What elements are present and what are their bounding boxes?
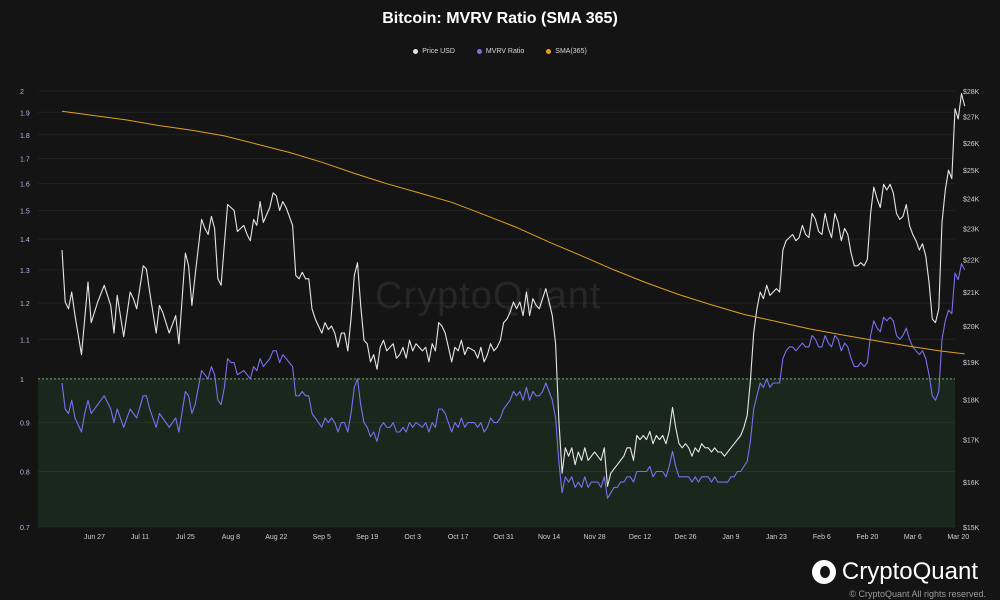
y-left-tick-5: 1.2 <box>20 301 30 308</box>
copyright-text: © CryptoQuant All rights reserved. <box>849 589 986 599</box>
x-tick-9: Oct 31 <box>493 534 514 541</box>
y-left-tick-7: 1.4 <box>20 237 30 244</box>
legend-dot-sma <box>546 49 552 54</box>
y-left-tick-8: 1.5 <box>20 208 30 215</box>
series-line-sma-365 <box>61 110 965 355</box>
watermark-text: CryptoQuant <box>375 275 602 317</box>
x-tick-15: Jan 23 <box>766 534 787 541</box>
y-right-tick-3: $18K <box>963 398 980 405</box>
x-tick-12: Dec 12 <box>629 534 651 541</box>
legend-dot-price <box>413 49 419 54</box>
y-right-tick-13: $28K <box>963 89 980 96</box>
x-tick-17: Feb 20 <box>856 534 878 541</box>
y-left-tick-11: 1.8 <box>20 133 30 140</box>
series-line-mvrv-ratio <box>61 263 966 499</box>
y-right-tick-2: $17K <box>963 438 980 445</box>
cryptoquant-logo-icon <box>811 560 836 584</box>
y-left-tick-10: 1.7 <box>20 156 30 163</box>
y-left-tick-0: 0.7 <box>20 525 30 532</box>
y-left-tick-3: 1 <box>20 377 24 384</box>
x-tick-6: Sep 19 <box>356 534 378 541</box>
series-line-price-usd <box>61 92 966 487</box>
x-tick-11: Nov 28 <box>583 534 605 541</box>
x-tick-14: Jan 9 <box>722 534 739 541</box>
y-left-tick-13: 2 <box>20 89 24 96</box>
brand-name: CryptoQuant <box>841 558 978 585</box>
y-right-tick-9: $24K <box>963 197 980 204</box>
chart-title: Bitcoin: MVRV Ratio (SMA 365) <box>382 10 618 27</box>
y-left-tick-4: 1.1 <box>20 337 30 344</box>
x-tick-2: Jul 25 <box>176 534 195 541</box>
x-tick-13: Dec 26 <box>674 534 696 541</box>
chart-legend: Price USD MVRV Ratio SMA(365) <box>0 48 1000 55</box>
legend-dot-mvrv <box>476 49 482 54</box>
x-tick-19: Mar 20 <box>947 534 969 541</box>
y-right-tick-12: $27K <box>963 114 980 121</box>
x-tick-4: Aug 22 <box>265 534 287 541</box>
y-left-tick-12: 1.9 <box>20 110 30 117</box>
below-one-shade <box>38 378 955 527</box>
y-right-tick-5: $20K <box>963 324 980 331</box>
y-right-tick-1: $16K <box>963 480 980 487</box>
y-left-tick-6: 1.3 <box>20 268 30 275</box>
x-tick-16: Feb 6 <box>813 534 831 541</box>
x-tick-18: Mar 6 <box>904 534 922 541</box>
y-right-tick-10: $25K <box>963 168 980 175</box>
y-left-tick-9: 1.6 <box>20 182 30 189</box>
y-right-tick-7: $22K <box>963 257 980 264</box>
y-right-tick-6: $21K <box>963 290 980 297</box>
x-tick-10: Nov 14 <box>538 534 560 541</box>
y-right-tick-0: $15K <box>963 525 980 532</box>
legend-label-mvrv: MVRV Ratio <box>485 48 525 55</box>
x-tick-5: Sep 5 <box>313 534 331 541</box>
x-tick-7: Oct 3 <box>404 534 421 541</box>
legend-item-sma[interactable]: SMA(365) <box>546 48 587 55</box>
x-tick-0: Jun 27 <box>84 534 105 541</box>
brand-logo-block: CryptoQuant <box>811 558 978 586</box>
y-right-tick-11: $26K <box>963 141 980 148</box>
legend-item-mvrv[interactable]: MVRV Ratio <box>476 48 525 55</box>
x-tick-1: Jul 11 <box>131 534 149 541</box>
legend-label-price: Price USD <box>422 48 455 55</box>
x-tick-3: Aug 8 <box>222 534 240 541</box>
y-left-tick-1: 0.8 <box>20 470 30 477</box>
legend-item-price[interactable]: Price USD <box>413 48 455 55</box>
y-left-tick-2: 0.9 <box>20 421 30 428</box>
y-right-tick-8: $23K <box>963 226 980 233</box>
y-right-tick-4: $19K <box>963 360 980 367</box>
x-tick-8: Oct 17 <box>448 534 469 541</box>
legend-label-sma: SMA(365) <box>555 48 587 55</box>
